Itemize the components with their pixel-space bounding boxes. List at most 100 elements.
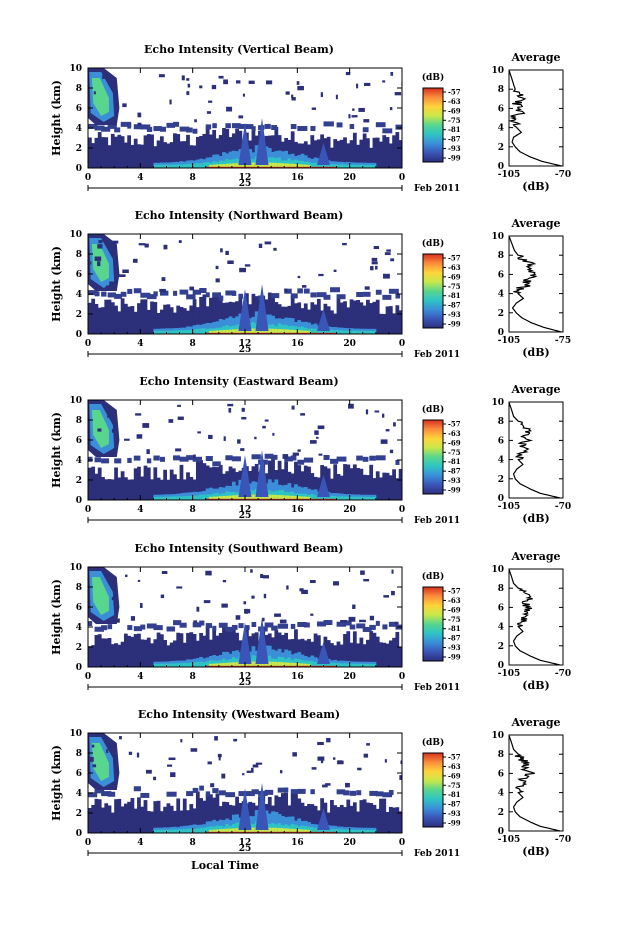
echo-cell xyxy=(287,662,292,667)
echo-cell xyxy=(238,828,243,833)
echo-cell xyxy=(300,330,305,334)
echo-cell xyxy=(202,162,207,168)
y-tick-label: 4 xyxy=(76,124,82,134)
echo-speck xyxy=(190,748,198,752)
echo-cell xyxy=(189,804,194,833)
echo-cell xyxy=(313,476,318,500)
echo-cell xyxy=(349,790,357,796)
echo-cell xyxy=(294,496,298,500)
colorbar-tick-label: -93 xyxy=(448,310,461,319)
echo-speck xyxy=(279,619,287,624)
echo-speck xyxy=(366,743,370,746)
echo-cell xyxy=(310,292,317,298)
echo-cell xyxy=(287,657,292,667)
echo-cell xyxy=(251,789,259,795)
echo-cell xyxy=(284,163,289,168)
echo-cell xyxy=(346,799,351,833)
echo-speck xyxy=(273,247,277,251)
avg-x-tick-label: -105 xyxy=(498,502,521,512)
echo-cell xyxy=(346,631,351,667)
echo-cell xyxy=(290,124,297,130)
echo-cell xyxy=(336,330,341,334)
x-tick-label: 20 xyxy=(343,505,356,515)
echo-cell xyxy=(153,663,158,667)
echo-cell xyxy=(303,829,308,833)
echo-cell xyxy=(297,164,302,168)
echo-cell xyxy=(192,128,198,134)
echo-cell xyxy=(159,663,164,667)
echo-cell xyxy=(222,625,226,667)
echo-cell xyxy=(238,662,243,667)
echo-cell xyxy=(362,799,367,833)
echo-cell xyxy=(294,303,298,334)
echo-cell xyxy=(238,791,245,797)
echo-cell xyxy=(316,635,321,667)
echo-cell xyxy=(169,829,174,833)
echo-speck xyxy=(390,72,394,76)
echo-cell xyxy=(297,302,302,334)
echo-cell xyxy=(218,318,223,334)
y-tick-label: 4 xyxy=(76,623,82,633)
echo-cell xyxy=(336,496,341,500)
echo-cell xyxy=(120,806,125,833)
colorbar-tick-label: -63 xyxy=(448,596,461,605)
echo-cell xyxy=(392,637,396,667)
echo-cell xyxy=(251,494,256,500)
y-tick-label: 2 xyxy=(76,643,82,653)
panel-row-4: Echo Intensity (Southward Beam)0 4 8 12 16 20… xyxy=(50,542,571,693)
echo-cell xyxy=(297,330,302,334)
echo-speck xyxy=(365,409,369,415)
echo-cell xyxy=(330,828,334,833)
y-tick-label: 4 xyxy=(76,290,82,300)
x-tick-label: 0 xyxy=(85,505,91,515)
colorbar-tick-label: -63 xyxy=(448,762,461,771)
x-tick-label: 0 xyxy=(85,838,91,848)
echo-speck xyxy=(161,571,168,574)
echo-speck xyxy=(242,93,245,97)
echo-cell xyxy=(356,829,360,833)
echo-cell xyxy=(228,628,233,667)
echo-cell xyxy=(110,812,115,833)
echo-cell xyxy=(303,486,308,500)
echo-cell xyxy=(274,494,279,500)
echo-speck xyxy=(255,762,263,765)
echo-cell xyxy=(173,290,178,296)
echo-cell xyxy=(186,329,190,334)
avg-y-tick-label: 10 xyxy=(491,398,504,408)
echo-cell xyxy=(290,163,295,168)
echo-cell xyxy=(336,164,341,168)
average-title: Average xyxy=(510,383,560,396)
echo-cell xyxy=(225,823,230,833)
echo-cell xyxy=(146,467,151,500)
echo-speck xyxy=(238,115,244,119)
echo-speck xyxy=(221,773,226,779)
echo-cell xyxy=(356,299,360,334)
echo-blob-inner xyxy=(91,78,109,116)
echo-cell xyxy=(163,330,167,334)
echo-speck xyxy=(203,600,211,604)
echo-cell xyxy=(248,494,253,500)
echo-cell xyxy=(254,661,259,667)
echo-speck xyxy=(356,83,359,89)
echo-cell xyxy=(290,828,295,833)
echo-cell xyxy=(349,140,354,168)
colorbar-tick-label: -87 xyxy=(448,301,461,310)
echo-cell xyxy=(398,310,402,334)
echo-cell xyxy=(153,625,163,631)
echo-cell xyxy=(166,122,176,128)
colorbar-tick-label: -99 xyxy=(448,819,461,828)
echo-cell xyxy=(225,329,230,334)
echo-cell xyxy=(192,633,197,667)
echo-cell xyxy=(215,635,220,667)
echo-cell xyxy=(153,126,162,132)
echo-cell xyxy=(209,794,213,833)
echo-cell xyxy=(176,496,181,500)
echo-cell xyxy=(297,663,302,667)
echo-cell xyxy=(169,663,174,667)
echo-cell xyxy=(101,477,105,500)
y-axis-label: Height (km) xyxy=(50,412,63,488)
echo-cell xyxy=(199,827,203,833)
echo-speck xyxy=(333,757,336,760)
echo-cell xyxy=(231,828,236,833)
echo-speck xyxy=(225,250,229,256)
